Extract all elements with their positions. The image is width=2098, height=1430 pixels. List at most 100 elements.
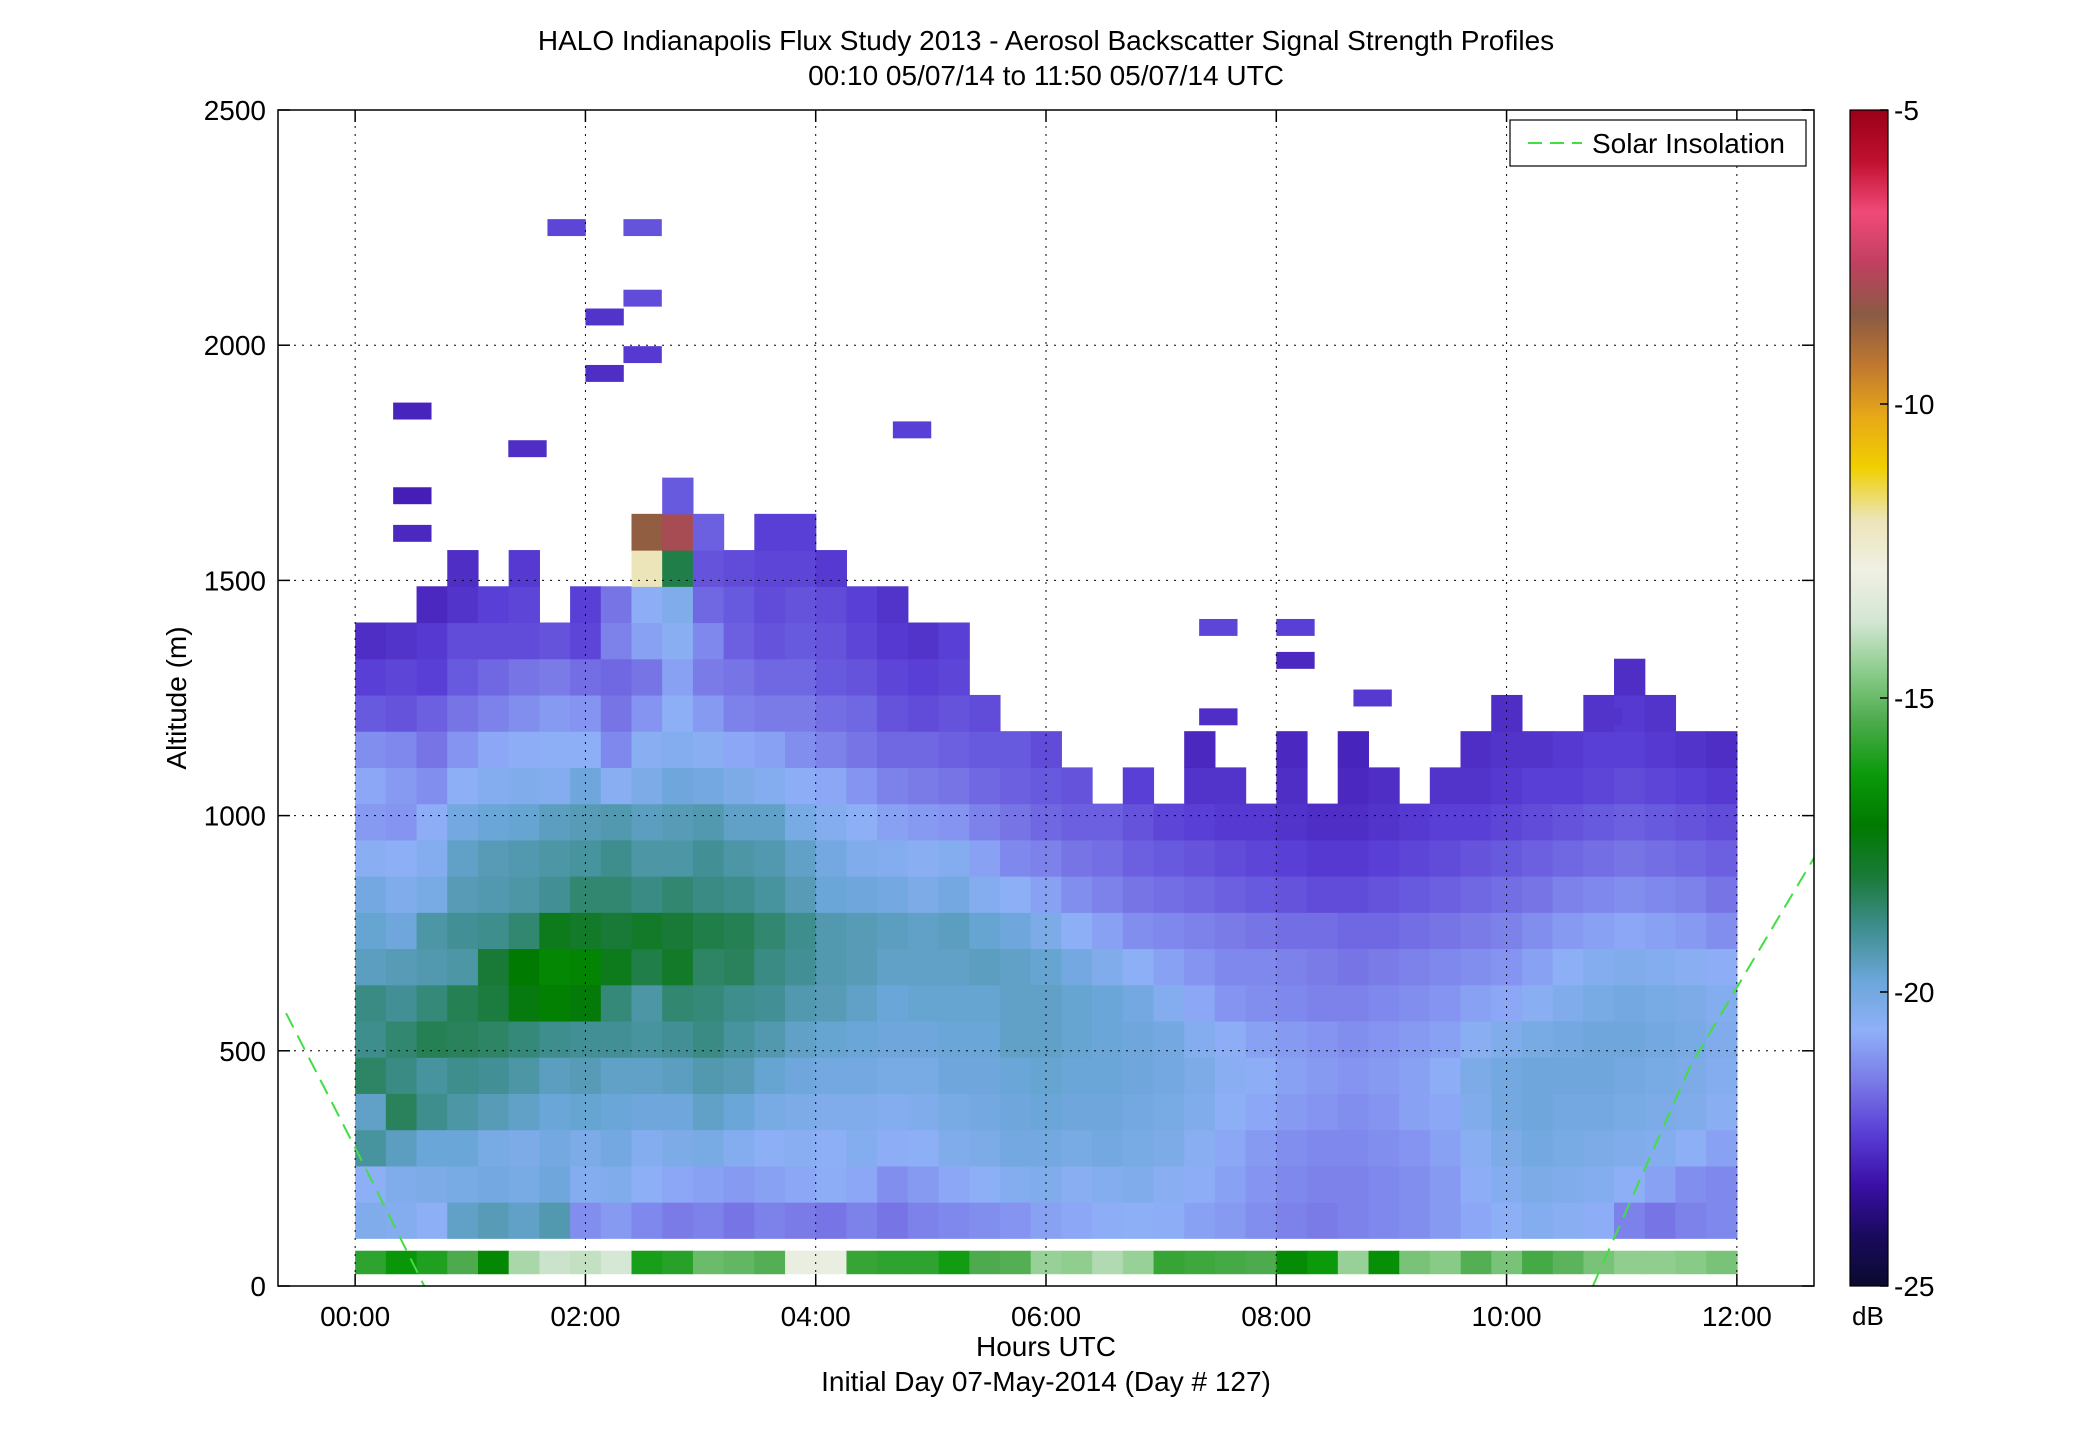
heatmap-cell xyxy=(1214,1129,1247,1167)
heatmap-cell-isolated xyxy=(1353,689,1392,707)
heatmap-cell xyxy=(1552,731,1584,768)
heatmap-cell xyxy=(477,731,510,768)
heatmap-cell xyxy=(1583,1057,1615,1094)
heatmap-cell xyxy=(692,513,725,551)
heatmap-cell xyxy=(907,839,940,877)
heatmap-cell xyxy=(508,876,540,913)
heatmap-cell xyxy=(631,948,663,986)
heatmap-cell xyxy=(723,1202,755,1239)
heatmap-cell xyxy=(1214,1057,1247,1094)
heatmap-cell xyxy=(1092,1057,1124,1094)
heatmap-cell xyxy=(539,876,571,913)
heatmap-cell xyxy=(938,1129,970,1167)
heatmap-cell xyxy=(355,658,387,696)
heatmap-cell xyxy=(969,948,1001,986)
heatmap-cell xyxy=(938,876,970,913)
heatmap-cell xyxy=(907,731,940,768)
heatmap-cell xyxy=(539,948,571,986)
heatmap-cell xyxy=(508,803,540,841)
heatmap-cell xyxy=(1706,731,1738,768)
heatmap-cell xyxy=(355,622,387,660)
heatmap-cell xyxy=(1644,1057,1677,1094)
heatmap-cell xyxy=(385,767,418,805)
heatmap-cell xyxy=(416,912,448,950)
heatmap-cell xyxy=(785,1093,817,1131)
y-tick-label: 0 xyxy=(250,1271,266,1302)
heatmap-cell xyxy=(692,1093,725,1131)
heatmap-cell xyxy=(662,1020,694,1058)
x-tick-label: 08:00 xyxy=(1241,1301,1311,1332)
heatmap-cell xyxy=(355,1093,387,1131)
heatmap-cell xyxy=(723,839,755,877)
heatmap-cell-surface xyxy=(385,1250,418,1275)
heatmap-cell xyxy=(907,1020,940,1058)
heatmap-cell xyxy=(477,1093,510,1131)
heatmap-cell xyxy=(1614,839,1646,877)
heatmap-cell xyxy=(508,694,540,732)
heatmap-cell xyxy=(508,622,540,660)
heatmap-cell xyxy=(785,1129,817,1167)
heatmap-cell xyxy=(1644,839,1677,877)
heatmap-cell xyxy=(508,1165,540,1203)
heatmap-cell xyxy=(447,1057,479,1094)
heatmap-cell xyxy=(600,948,633,986)
heatmap-cell xyxy=(1521,1020,1554,1058)
heatmap-cell xyxy=(1706,839,1738,877)
heatmap-cell xyxy=(969,731,1001,768)
heatmap-cell xyxy=(539,1129,571,1167)
heatmap-cell xyxy=(692,984,725,1022)
heatmap-cell xyxy=(1644,1202,1677,1239)
heatmap-cell xyxy=(1521,948,1554,986)
heatmap-cell xyxy=(969,1129,1001,1167)
heatmap-cell xyxy=(1214,1202,1247,1239)
heatmap-cell xyxy=(508,839,540,877)
heatmap-cell xyxy=(1306,948,1339,986)
heatmap-cell xyxy=(723,948,755,986)
heatmap-cell xyxy=(1153,839,1185,877)
heatmap-cell xyxy=(1521,1093,1554,1131)
heatmap-cell xyxy=(1460,1020,1492,1058)
heatmap-cell xyxy=(1614,1129,1646,1167)
heatmap-cell xyxy=(815,694,848,732)
heatmap-cell xyxy=(1614,1165,1646,1203)
heatmap-cell xyxy=(907,1165,940,1203)
heatmap-cell xyxy=(1460,1093,1492,1131)
heatmap-cell xyxy=(723,550,755,587)
heatmap-cell xyxy=(477,876,510,913)
heatmap-cell xyxy=(662,694,694,732)
heatmap-cell xyxy=(1491,731,1523,768)
heatmap-cell xyxy=(999,803,1032,841)
heatmap-cell xyxy=(815,550,848,587)
heatmap-cell xyxy=(1030,1165,1062,1203)
heatmap-cell xyxy=(692,586,725,624)
heatmap-cell-surface xyxy=(1644,1250,1677,1275)
colorbar-tick-label: -15 xyxy=(1894,683,1934,714)
heatmap-cell xyxy=(846,948,878,986)
heatmap-cell xyxy=(385,731,418,768)
heatmap-cell xyxy=(539,1057,571,1094)
heatmap-cell xyxy=(355,984,387,1022)
heatmap-cell xyxy=(1214,912,1247,950)
heatmap-cell xyxy=(477,839,510,877)
heatmap-cell xyxy=(385,1020,418,1058)
heatmap-cell xyxy=(877,1129,909,1167)
heatmap-cell xyxy=(355,1020,387,1058)
heatmap-cell xyxy=(785,767,817,805)
heatmap-cell xyxy=(692,839,725,877)
heatmap-cell xyxy=(1061,876,1093,913)
heatmap-cell xyxy=(877,658,909,696)
heatmap-cell xyxy=(355,1165,387,1203)
heatmap-cell xyxy=(508,767,540,805)
heatmap-cell xyxy=(1092,912,1124,950)
heatmap-cell xyxy=(1122,1129,1155,1167)
heatmap-cell xyxy=(1583,1165,1615,1203)
heatmap-cell xyxy=(1122,767,1155,805)
heatmap-cell-isolated xyxy=(1276,651,1315,669)
heatmap-cell-surface xyxy=(662,1250,694,1275)
heatmap-cell xyxy=(1583,839,1615,877)
heatmap-cell xyxy=(785,984,817,1022)
heatmap-cell xyxy=(355,948,387,986)
heatmap-cell xyxy=(1675,767,1707,805)
